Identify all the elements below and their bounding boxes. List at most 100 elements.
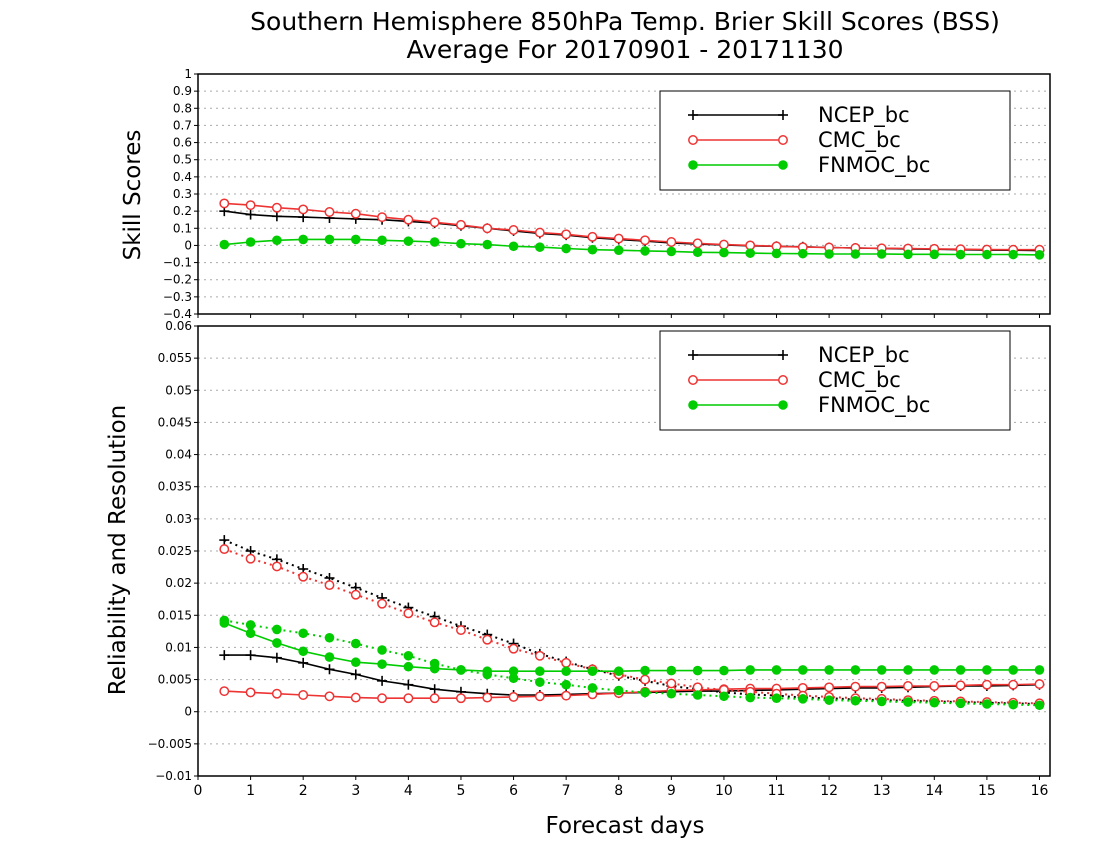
plot-frame bbox=[197, 73, 1051, 315]
series-cmc_bc-point bbox=[718, 239, 729, 250]
series-fnmoc_bc-point bbox=[982, 249, 992, 260]
series-fnmoc_bc-point bbox=[377, 235, 387, 246]
series-fnmoc_bc-reliability-point bbox=[798, 665, 808, 675]
series-fnmoc_bc bbox=[219, 234, 1045, 260]
y-tick-label: −0.2 bbox=[163, 273, 192, 287]
series-fnmoc_bc-resolution-point bbox=[824, 695, 834, 705]
y-tick-label: −0.4 bbox=[163, 307, 192, 321]
series-cmc_bc-reliability-point bbox=[350, 692, 361, 703]
series-ncep_bc-resolution bbox=[219, 535, 1045, 709]
legend-label: FNMOC_bc bbox=[818, 153, 930, 178]
series-cmc_bc-reliability-point bbox=[903, 681, 913, 691]
y-tick-label: 0 bbox=[184, 705, 192, 719]
series-fnmoc_bc-point bbox=[903, 249, 913, 260]
plot-frame bbox=[197, 325, 1051, 777]
series-fnmoc_bc-resolution-point bbox=[903, 697, 913, 707]
legend-swatch-marker bbox=[778, 375, 788, 385]
chart-title-line2: Average For 20170901 - 20171130 bbox=[406, 35, 843, 64]
series-fnmoc_bc-reliability-point bbox=[692, 665, 703, 676]
series-cmc_bc-reliability-point bbox=[456, 693, 466, 704]
series-fnmoc_bc-reliability-point bbox=[824, 665, 834, 675]
series-cmc_bc-point bbox=[429, 217, 440, 228]
series-fnmoc_bc-resolution-point bbox=[350, 638, 361, 649]
series-cmc_bc-point bbox=[613, 233, 624, 244]
series-fnmoc_bc-point bbox=[587, 244, 598, 255]
series-fnmoc_bc-resolution-point bbox=[745, 692, 756, 703]
series-cmc_bc-point bbox=[377, 212, 388, 223]
series-fnmoc_bc-point bbox=[613, 245, 624, 256]
y-tick-label: 0.2 bbox=[173, 204, 192, 218]
legend-label: FNMOC_bc bbox=[818, 393, 930, 418]
series-fnmoc_bc-reliability-point bbox=[613, 666, 624, 677]
series-fnmoc_bc-resolution-point bbox=[324, 632, 335, 643]
y-tick-label: 0.05 bbox=[165, 383, 192, 397]
x-tick-label: 5 bbox=[457, 783, 466, 799]
series-cmc_bc-reliability-point bbox=[377, 693, 388, 704]
series-cmc_bc-point bbox=[298, 204, 309, 215]
series-fnmoc_bc-resolution-point bbox=[876, 696, 887, 707]
series-cmc_bc-resolution-point bbox=[271, 561, 282, 572]
x-tick-label: 14 bbox=[925, 783, 943, 799]
panel-top: 1 0.9 0.8 0.7 0.6 0.5 0.4 0.3 0.2 0.1 0 −0.1 −0.2 −0.… bbox=[163, 67, 1051, 321]
series-fnmoc_bc-reliability-point bbox=[272, 638, 282, 648]
series-cmc_bc-resolution-point bbox=[298, 571, 309, 582]
series-fnmoc_bc-reliability-point bbox=[666, 665, 677, 676]
x-tick-label: 11 bbox=[768, 783, 786, 799]
legend-entry-cmc_bc: CMC_bc bbox=[688, 368, 901, 393]
series-fnmoc_bc-point bbox=[666, 246, 677, 257]
legend-entry-fnmoc_bc: FNMOC_bc bbox=[688, 393, 930, 418]
x-tick-label: 0 bbox=[194, 783, 203, 799]
series-fnmoc_bc-resolution-point bbox=[561, 679, 571, 690]
series-cmc_bc-resolution-point bbox=[508, 643, 519, 654]
series-fnmoc_bc-resolution-point bbox=[1034, 700, 1045, 711]
y-tick-label: 0.03 bbox=[165, 512, 192, 526]
legend-label: CMC_bc bbox=[818, 128, 901, 153]
series-ncep_bc-line bbox=[224, 210, 1040, 252]
series-cmc_bc-reliability-point bbox=[508, 691, 519, 702]
series-fnmoc_bc-reliability-point bbox=[719, 665, 729, 676]
series-fnmoc_bc-point bbox=[561, 243, 571, 254]
legend-entry-ncep_bc: NCEP_bc bbox=[688, 103, 910, 128]
series-fnmoc_bc-resolution-point bbox=[666, 688, 677, 699]
y-tick-label: 0.1 bbox=[173, 221, 192, 235]
series-fnmoc_bc-resolution-point bbox=[929, 697, 940, 708]
x-tick-label: 7 bbox=[562, 783, 571, 799]
series-fnmoc_bc-resolution-point bbox=[613, 685, 624, 696]
legend-entry-cmc_bc: CMC_bc bbox=[688, 128, 901, 153]
series-cmc_bc-reliability-point bbox=[981, 679, 992, 690]
legend-label: NCEP_bc bbox=[818, 343, 910, 368]
y-tick-label: −0.1 bbox=[163, 256, 192, 270]
series-fnmoc_bc-resolution-point bbox=[377, 645, 387, 655]
series-cmc_bc-point bbox=[587, 231, 598, 242]
series-cmc_bc-reliability-point bbox=[403, 693, 414, 704]
series-cmc_bc bbox=[219, 198, 1045, 255]
series-cmc_bc-reliability-point bbox=[245, 687, 256, 698]
y-tick-label: 0.01 bbox=[165, 640, 192, 654]
y-tick-label: 0.7 bbox=[173, 118, 192, 132]
series-fnmoc_bc-reliability-point bbox=[403, 661, 414, 672]
series-fnmoc_bc-point bbox=[456, 238, 466, 249]
series-cmc_bc-resolution-point bbox=[245, 553, 256, 564]
series-cmc_bc-point bbox=[534, 227, 545, 238]
series-cmc_bc-resolution-point bbox=[482, 634, 493, 645]
series-fnmoc_bc-point bbox=[850, 249, 861, 259]
series-fnmoc_bc-resolution-point bbox=[429, 658, 440, 669]
series-fnmoc_bc-resolution-point bbox=[298, 628, 308, 639]
y-tick-label: 0.055 bbox=[158, 351, 192, 365]
legend-label: CMC_bc bbox=[818, 368, 901, 393]
series-cmc_bc-point bbox=[482, 223, 493, 234]
chart-title-line1: Southern Hemisphere 850hPa Temp. Brier S… bbox=[250, 7, 1000, 36]
panel-bottom: 0.060.0550.050.0450.040.0350.030.0250.02… bbox=[148, 319, 1051, 799]
x-tick-label: 4 bbox=[404, 783, 413, 799]
series-fnmoc_bc-point bbox=[771, 248, 782, 259]
series-cmc_bc-line bbox=[224, 202, 1040, 251]
series-fnmoc_bc-point bbox=[429, 237, 440, 247]
series-cmc_bc-reliability-point bbox=[219, 686, 230, 697]
series-fnmoc_bc-reliability-point bbox=[324, 652, 335, 662]
series-fnmoc_bc-resolution-point bbox=[982, 699, 992, 709]
legend-swatch-marker bbox=[778, 400, 788, 410]
series-fnmoc_bc-point bbox=[272, 235, 282, 246]
series-cmc_bc-reliability-point bbox=[429, 693, 440, 704]
